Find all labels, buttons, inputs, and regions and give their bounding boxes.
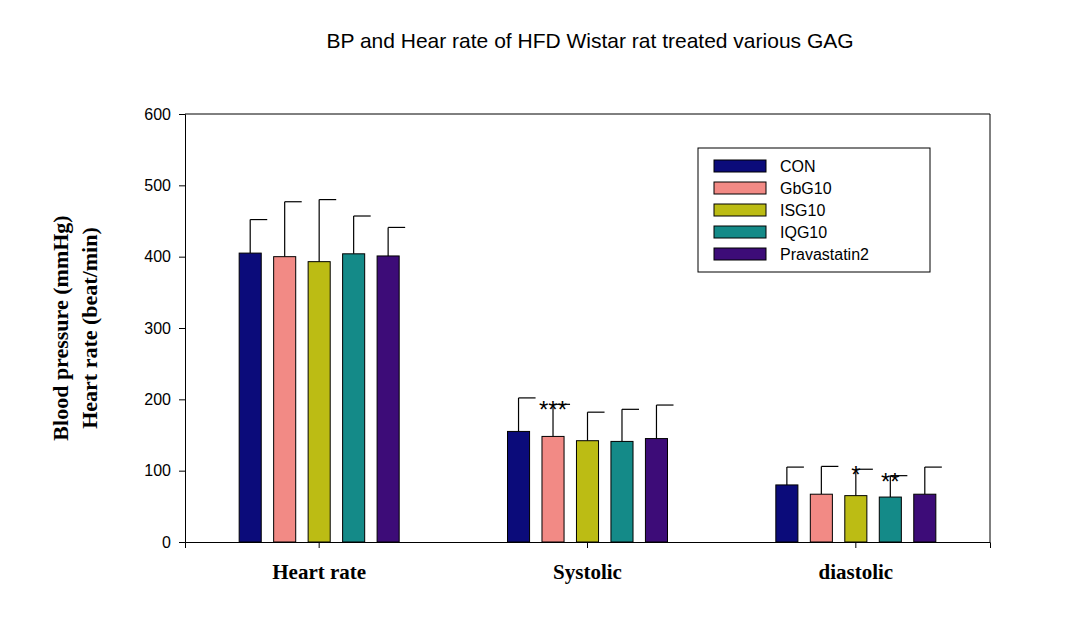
bar [542,436,564,542]
bar [377,256,399,542]
x-tick-mark [587,542,588,548]
y-axis-line [179,115,186,543]
legend-swatch [714,182,766,194]
legend-box [698,148,930,272]
frame-right [990,114,991,542]
error-bar [518,398,519,432]
y-tick-label: 400 [144,248,171,265]
bar [914,494,936,542]
y-tick-mark [179,399,185,400]
error-cap [354,215,371,216]
bar [508,431,530,542]
bar [776,485,798,542]
y-tick: 300 [144,320,185,337]
y-tick-mark [179,114,185,115]
error-bar [786,467,787,485]
error-bar [284,202,285,257]
y-tick-mark [179,471,185,472]
error-cap [519,397,536,398]
x-tick-label: Systolic [553,560,622,584]
legend-label: GbG10 [780,180,832,197]
x-tick-label: diastolic [818,560,893,584]
error-cap [925,467,942,468]
y-tick-label: 300 [144,320,171,337]
y-tick-label: 100 [144,462,171,479]
error-cap [588,412,605,413]
legend-label: Pravastatin2 [780,246,869,263]
error-bar [924,467,925,494]
error-bar [250,220,251,254]
error-cap [821,466,838,467]
legend-label: ISG10 [780,202,825,219]
error-bar [621,409,622,441]
y-tick-mark [179,328,185,329]
bar [274,257,296,542]
error-cap [388,227,405,228]
error-bar [353,216,354,254]
legend-swatch [714,248,766,260]
bar [845,496,867,542]
bar [879,497,901,542]
title: BP and Hear rate of HFD Wistar rat treat… [326,29,853,52]
plot-area [239,200,942,542]
x-tick: diastolic [818,542,893,584]
y-axis: 0 100 200 300 400 500 600 [144,106,185,551]
y-tick-label: 200 [144,391,171,408]
legend-label: IQG10 [780,224,827,241]
legend-label: CON [780,158,816,175]
bar [810,494,832,542]
error-cap [319,199,336,200]
bar [239,253,261,542]
y-tick-mark [179,542,185,543]
y-axis-title: Blood pressure (mmHg) [48,215,73,440]
bar [343,254,365,542]
y-tick: 200 [144,391,185,408]
error-cap [622,409,639,410]
error-bar [656,405,657,439]
legend-swatch [714,204,766,216]
x-tick-mark [855,542,856,548]
y-tick-mark [179,185,185,186]
y-tick-label: 600 [144,106,171,123]
x-axis-line [186,543,991,549]
error-bar [388,227,389,256]
bar [576,441,598,542]
y-tick: 400 [144,248,185,265]
x-tick: Heart rate [272,542,366,584]
bar [645,439,667,542]
bar [611,441,633,542]
y-axis-title: Heart rate (beat/min) [77,227,102,429]
y-tick-label: 0 [162,534,171,551]
legend-swatch [714,160,766,172]
frame-top [185,114,990,115]
error-cap [250,219,267,220]
error-cap [285,201,302,202]
y-tick: 100 [144,462,185,479]
error-cap [656,404,673,405]
annotation: ** [881,468,900,495]
bar [308,262,330,542]
x-tick-mark [319,542,320,548]
x-tick: Systolic [553,542,622,584]
error-bar [821,466,822,494]
annotation: * [851,461,860,488]
x-axis: Heart rate Systolic diastolic [186,542,991,584]
error-bar [319,200,320,262]
y-tick: 600 [144,106,185,123]
legend-swatch [714,226,766,238]
x-tick-label: Heart rate [272,560,366,584]
y-tick: 0 [162,534,185,551]
annotation: *** [539,396,567,423]
chart: BP and Hear rate of HFD Wistar rat treat… [0,0,1086,623]
legend: CON GbG10 ISG10 IQG10 Pravastatin2 [698,148,930,272]
error-bar [587,412,588,441]
y-tick-mark [179,257,185,258]
error-cap [787,467,804,468]
y-tick-label: 500 [144,177,171,194]
y-tick: 500 [144,177,185,194]
